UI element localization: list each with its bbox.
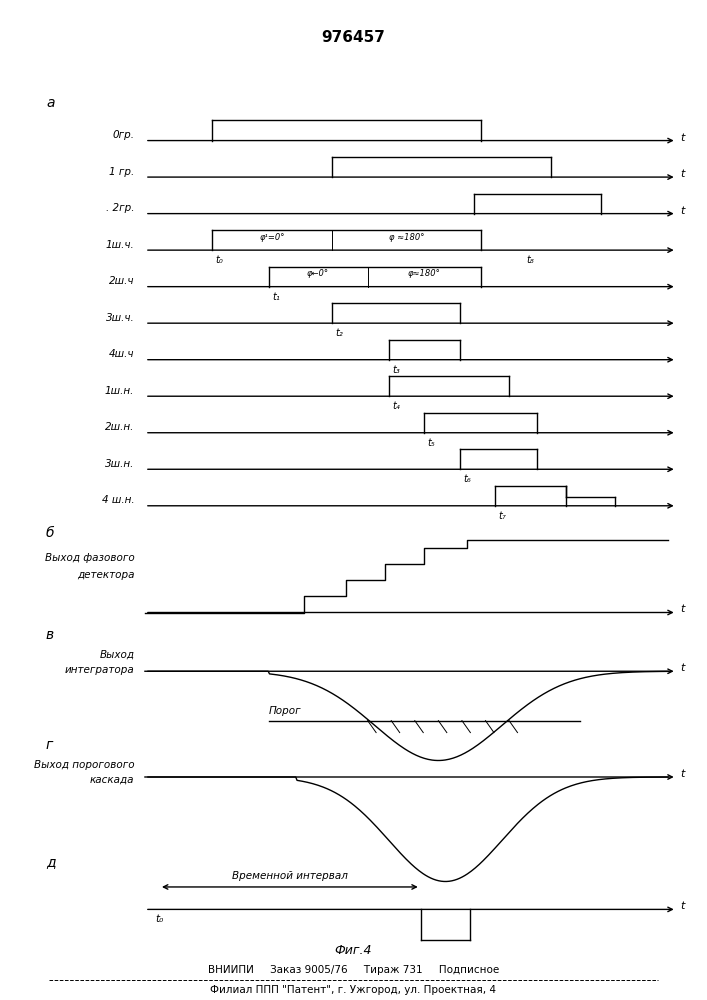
Text: каскада: каскада bbox=[90, 775, 134, 785]
Text: t: t bbox=[680, 169, 684, 179]
Text: 2ш.н.: 2ш.н. bbox=[105, 422, 134, 432]
Text: t₆: t₆ bbox=[463, 474, 471, 484]
Text: Выход порогового: Выход порогового bbox=[34, 760, 134, 770]
Text: t₅: t₅ bbox=[428, 438, 436, 448]
Text: t: t bbox=[680, 133, 684, 143]
Text: 1ш.ч.: 1ш.ч. bbox=[105, 240, 134, 250]
Text: a: a bbox=[46, 96, 54, 110]
Text: t: t bbox=[680, 604, 684, 614]
Text: φ¹=0°: φ¹=0° bbox=[259, 233, 285, 242]
Text: φ≈180°: φ≈180° bbox=[408, 269, 440, 278]
Text: t: t bbox=[680, 206, 684, 216]
Text: t₃: t₃ bbox=[392, 365, 400, 375]
Text: . 2гр.: . 2гр. bbox=[106, 203, 134, 213]
Text: t₁: t₁ bbox=[272, 292, 280, 302]
Text: ВНИИПИ     Заказ 9005/76     Тираж 731     Подписное: ВНИИПИ Заказ 9005/76 Тираж 731 Подписное bbox=[208, 965, 499, 975]
Text: б: б bbox=[46, 526, 54, 540]
Text: 4ш.ч: 4ш.ч bbox=[109, 349, 134, 359]
Text: t₈: t₈ bbox=[527, 255, 534, 265]
Text: интегратора: интегратора bbox=[64, 665, 134, 675]
Text: t: t bbox=[680, 901, 684, 911]
Text: д: д bbox=[46, 855, 56, 869]
Text: 4 ш.н.: 4 ш.н. bbox=[102, 495, 134, 505]
Text: 1ш.н.: 1ш.н. bbox=[105, 386, 134, 396]
Text: t₀: t₀ bbox=[155, 914, 163, 924]
Text: φ ≈180°: φ ≈180° bbox=[389, 233, 424, 242]
Text: Выход фазового: Выход фазового bbox=[45, 553, 134, 563]
Text: t: t bbox=[680, 663, 684, 673]
Text: детектора: детектора bbox=[77, 570, 134, 580]
Text: t₄: t₄ bbox=[392, 401, 400, 411]
Text: 2ш.ч: 2ш.ч bbox=[109, 276, 134, 286]
Text: t₇: t₇ bbox=[498, 511, 506, 521]
Text: φ←0°: φ←0° bbox=[307, 269, 329, 278]
Text: t: t bbox=[680, 769, 684, 779]
Text: 3ш.ч.: 3ш.ч. bbox=[105, 313, 134, 323]
Text: Временной интервал: Временной интервал bbox=[232, 871, 348, 881]
Text: 0гр.: 0гр. bbox=[112, 130, 134, 140]
Text: 3ш.н.: 3ш.н. bbox=[105, 459, 134, 469]
Text: Фиг.4: Фиг.4 bbox=[334, 944, 373, 956]
Text: t₀: t₀ bbox=[216, 255, 223, 265]
Text: 976457: 976457 bbox=[322, 30, 385, 45]
Text: Филиал ППП "Патент", г. Ужгород, ул. Проектная, 4: Филиал ППП "Патент", г. Ужгород, ул. Про… bbox=[211, 985, 496, 995]
Text: Выход: Выход bbox=[99, 650, 134, 660]
Text: 1 гр.: 1 гр. bbox=[109, 167, 134, 177]
Text: в: в bbox=[46, 628, 54, 642]
Text: г: г bbox=[46, 738, 53, 752]
Text: Порог: Порог bbox=[269, 706, 301, 716]
Text: t₂: t₂ bbox=[336, 328, 344, 338]
